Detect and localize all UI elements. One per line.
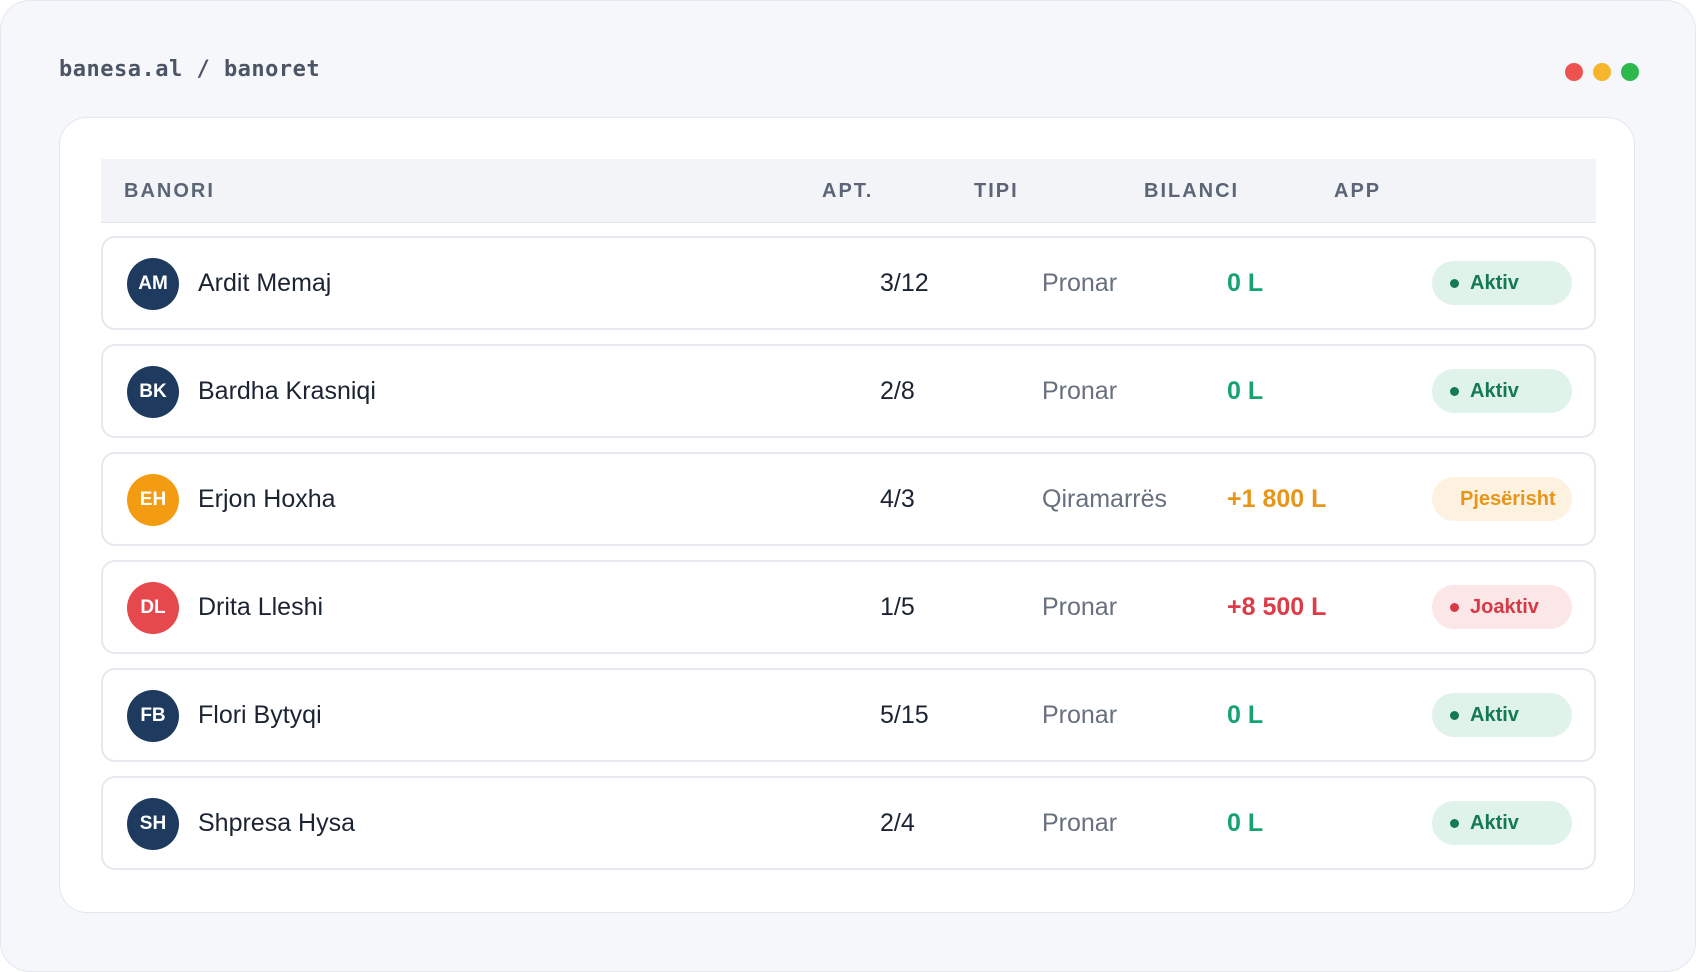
- balance-cell: 0 L: [1227, 377, 1264, 405]
- residents-card: BANORI APT. TIPI BILANCI APP AM Ardit Mem…: [59, 117, 1635, 913]
- header-type[interactable]: TIPI: [974, 180, 1019, 202]
- balance-cell: 0 L: [1227, 269, 1264, 297]
- table-header: BANORI APT. TIPI BILANCI APP: [101, 159, 1596, 223]
- header-app[interactable]: APP: [1334, 180, 1382, 202]
- status-badge: Aktiv: [1432, 369, 1572, 413]
- status-badge: Pjesërisht: [1432, 477, 1572, 521]
- status-dot-icon: [1450, 603, 1459, 612]
- status-label: Aktiv: [1470, 272, 1519, 294]
- resident-name[interactable]: Erjon Hoxha: [198, 485, 336, 513]
- resident-name[interactable]: Flori Bytyqi: [198, 701, 322, 729]
- status-badge: Joaktiv: [1432, 585, 1572, 629]
- balance-cell: 0 L: [1227, 701, 1264, 729]
- table-row[interactable]: DL Drita Lleshi 1/5 Pronar +8 500 L Joaktiv: [101, 560, 1596, 654]
- resident-name[interactable]: Shpresa Hysa: [198, 809, 356, 837]
- breadcrumb: banesa.al / banoret: [59, 57, 321, 82]
- apartment-cell: 1/5: [880, 593, 915, 621]
- resident-name[interactable]: Bardha Krasniqi: [198, 377, 376, 405]
- table-row[interactable]: FB Flori Bytyqi 5/15 Pronar 0 L Aktiv: [101, 668, 1596, 762]
- window-controls: [1565, 63, 1639, 81]
- status-label: Aktiv: [1470, 704, 1519, 726]
- type-cell: Qiramarrës: [1042, 485, 1168, 513]
- table-row[interactable]: EH Erjon Hoxha 4/3 Qiramarrës +1 800 L Pjesër…: [101, 452, 1596, 546]
- type-cell: Pronar: [1042, 809, 1118, 837]
- status-badge: Aktiv: [1432, 693, 1572, 737]
- balance-cell: 0 L: [1227, 809, 1264, 837]
- header-resident[interactable]: BANORI: [124, 180, 215, 202]
- apartment-cell: 3/12: [880, 269, 929, 297]
- avatar: BK: [127, 366, 179, 418]
- table-row[interactable]: BK Bardha Krasniqi 2/8 Pronar 0 L Aktiv: [101, 344, 1596, 438]
- status-dot-icon: [1450, 711, 1459, 720]
- type-cell: Pronar: [1042, 269, 1118, 297]
- close-window-dot[interactable]: [1565, 63, 1583, 81]
- resident-name[interactable]: Drita Lleshi: [198, 593, 324, 621]
- minimize-window-dot[interactable]: [1593, 63, 1611, 81]
- avatar: DL: [127, 582, 179, 634]
- apartment-cell: 2/8: [880, 377, 915, 405]
- status-label: Pjesërisht: [1460, 488, 1556, 510]
- status-badge: Aktiv: [1432, 261, 1572, 305]
- table-row[interactable]: AM Ardit Memaj 3/12 Pronar 0 L Aktiv: [101, 236, 1596, 330]
- avatar: EH: [127, 474, 179, 526]
- status-badge: Aktiv: [1432, 801, 1572, 845]
- apartment-cell: 2/4: [880, 809, 915, 837]
- header-apartment[interactable]: APT.: [822, 180, 874, 202]
- maximize-window-dot[interactable]: [1621, 63, 1639, 81]
- type-cell: Pronar: [1042, 701, 1118, 729]
- status-dot-icon: [1450, 819, 1459, 828]
- avatar: SH: [127, 798, 179, 850]
- table-row[interactable]: SH Shpresa Hysa 2/4 Pronar 0 L Aktiv: [101, 776, 1596, 870]
- avatar: FB: [127, 690, 179, 742]
- type-cell: Pronar: [1042, 593, 1118, 621]
- header-balance[interactable]: BILANCI: [1144, 180, 1240, 202]
- status-dot-icon: [1450, 279, 1459, 288]
- balance-cell: +8 500 L: [1227, 593, 1327, 621]
- avatar: AM: [127, 258, 179, 310]
- status-label: Joaktiv: [1470, 596, 1539, 618]
- resident-name[interactable]: Ardit Memaj: [198, 269, 332, 297]
- status-label: Aktiv: [1470, 380, 1519, 402]
- status-dot-icon: [1450, 387, 1459, 396]
- type-cell: Pronar: [1042, 377, 1118, 405]
- status-label: Aktiv: [1470, 812, 1519, 834]
- balance-cell: +1 800 L: [1227, 485, 1327, 513]
- apartment-cell: 4/3: [880, 485, 915, 513]
- apartment-cell: 5/15: [880, 701, 929, 729]
